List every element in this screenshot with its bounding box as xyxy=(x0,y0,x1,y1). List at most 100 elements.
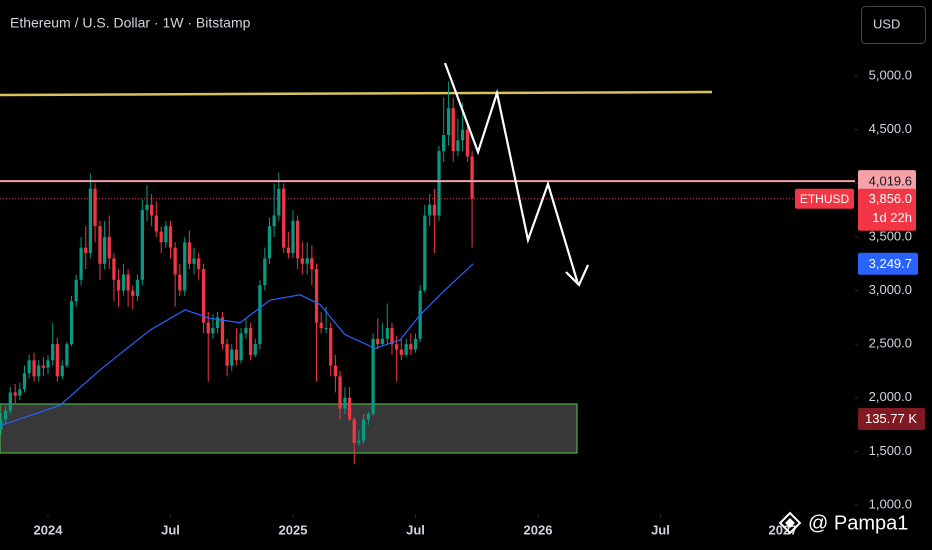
candle-body xyxy=(121,274,126,291)
volume-label: 135.77 K xyxy=(865,411,917,426)
candle-body xyxy=(84,247,88,253)
candle-body xyxy=(234,349,239,361)
candle-body xyxy=(244,328,248,334)
candle-body xyxy=(428,204,432,216)
candle-body xyxy=(79,247,83,280)
y-tick-label: 5,000.0 xyxy=(869,67,912,82)
watermark-icon xyxy=(778,511,802,535)
candle-body xyxy=(131,290,135,296)
candle-body xyxy=(248,328,253,355)
countdown-label: 1d 22h xyxy=(872,210,912,225)
resistance-line xyxy=(0,90,713,97)
symbol-label: ETHUSD xyxy=(800,192,850,206)
moving-average xyxy=(0,263,474,427)
candle-body xyxy=(168,226,173,248)
overlay: 1,000.0 1,500.0 2,000.0 2,500.0 3,000.0 3,500… xyxy=(0,67,918,537)
candle-body xyxy=(338,376,342,409)
candle-body xyxy=(159,231,163,243)
candle-body xyxy=(399,349,403,355)
candle-body xyxy=(357,440,361,443)
x-tick-label: Jul xyxy=(406,522,425,537)
projection-arrow xyxy=(443,62,590,287)
candle-body xyxy=(18,389,22,396)
candle-body xyxy=(343,397,347,409)
candle-body xyxy=(253,344,257,355)
ma-label: 3,249.7 xyxy=(869,256,912,271)
candle-body xyxy=(192,258,196,264)
candle-body xyxy=(404,344,408,355)
candle-body xyxy=(0,419,3,430)
candle-body xyxy=(93,188,97,227)
candle-body xyxy=(395,344,399,350)
candle-body xyxy=(51,344,55,361)
candle-body xyxy=(366,413,371,420)
candle-body xyxy=(465,129,470,157)
price-level-box xyxy=(858,170,916,193)
candle-body xyxy=(178,274,182,291)
candle-body xyxy=(32,360,36,377)
candle-body xyxy=(22,373,27,390)
candle-body xyxy=(286,247,290,253)
candle-body xyxy=(371,338,375,414)
last-price-label: 3,856.0 xyxy=(869,191,912,206)
candle-body xyxy=(154,215,158,232)
candle-body xyxy=(282,188,286,248)
candle-body xyxy=(305,258,309,264)
currency-button[interactable] xyxy=(861,6,926,44)
volume-label-box xyxy=(858,408,925,430)
candle-body xyxy=(98,226,102,264)
candle-body xyxy=(197,258,201,270)
last-price-box xyxy=(858,188,916,231)
x-tick-label: 2025 xyxy=(279,522,308,537)
candle-body xyxy=(437,151,441,216)
candle-body xyxy=(150,204,154,216)
candle-body xyxy=(470,156,474,199)
candle-body xyxy=(4,410,8,420)
y-tick-label: 1,500.0 xyxy=(869,443,912,458)
candle-body xyxy=(300,258,304,264)
price-level-label: 4,019.6 xyxy=(869,174,912,189)
candle-body xyxy=(409,344,413,350)
candle-body xyxy=(380,338,385,345)
candle-body xyxy=(211,328,215,334)
candle-body xyxy=(258,285,262,345)
candle-body xyxy=(413,338,418,350)
candle-body xyxy=(267,226,272,259)
candle-body xyxy=(164,226,168,243)
candle-body xyxy=(352,419,356,443)
currency-label[interactable]: USD xyxy=(873,16,900,31)
candle-body xyxy=(13,392,17,396)
candle-body xyxy=(296,220,300,259)
candle-body xyxy=(333,365,338,377)
candle-body xyxy=(60,365,64,377)
candle-body xyxy=(442,135,446,152)
x-tick-label: 2026 xyxy=(524,522,553,537)
candle-body xyxy=(456,140,460,152)
candle-body xyxy=(65,344,69,366)
candle-body xyxy=(277,188,281,216)
candle-body xyxy=(310,258,314,270)
candle-body xyxy=(239,333,243,361)
y-tick-label: 4,500.0 xyxy=(869,121,912,136)
candle-body xyxy=(376,338,380,345)
candle-body xyxy=(135,279,140,296)
candle-body xyxy=(220,317,225,345)
candle-body xyxy=(324,328,328,330)
candle-body xyxy=(102,236,107,264)
candle-body xyxy=(8,392,12,411)
x-tick-label: Jul xyxy=(651,522,670,537)
candle-body xyxy=(225,344,229,366)
candle-body xyxy=(230,349,234,366)
candle-body xyxy=(46,360,50,368)
candle-body xyxy=(272,215,276,227)
candle-body xyxy=(215,317,220,329)
candle-body xyxy=(347,397,352,420)
candle-body xyxy=(112,258,116,280)
x-tick-label: Jul xyxy=(161,522,180,537)
candle-body xyxy=(37,365,41,377)
candle-body xyxy=(263,258,267,286)
candle-body xyxy=(183,242,187,291)
candle-body xyxy=(27,360,31,374)
